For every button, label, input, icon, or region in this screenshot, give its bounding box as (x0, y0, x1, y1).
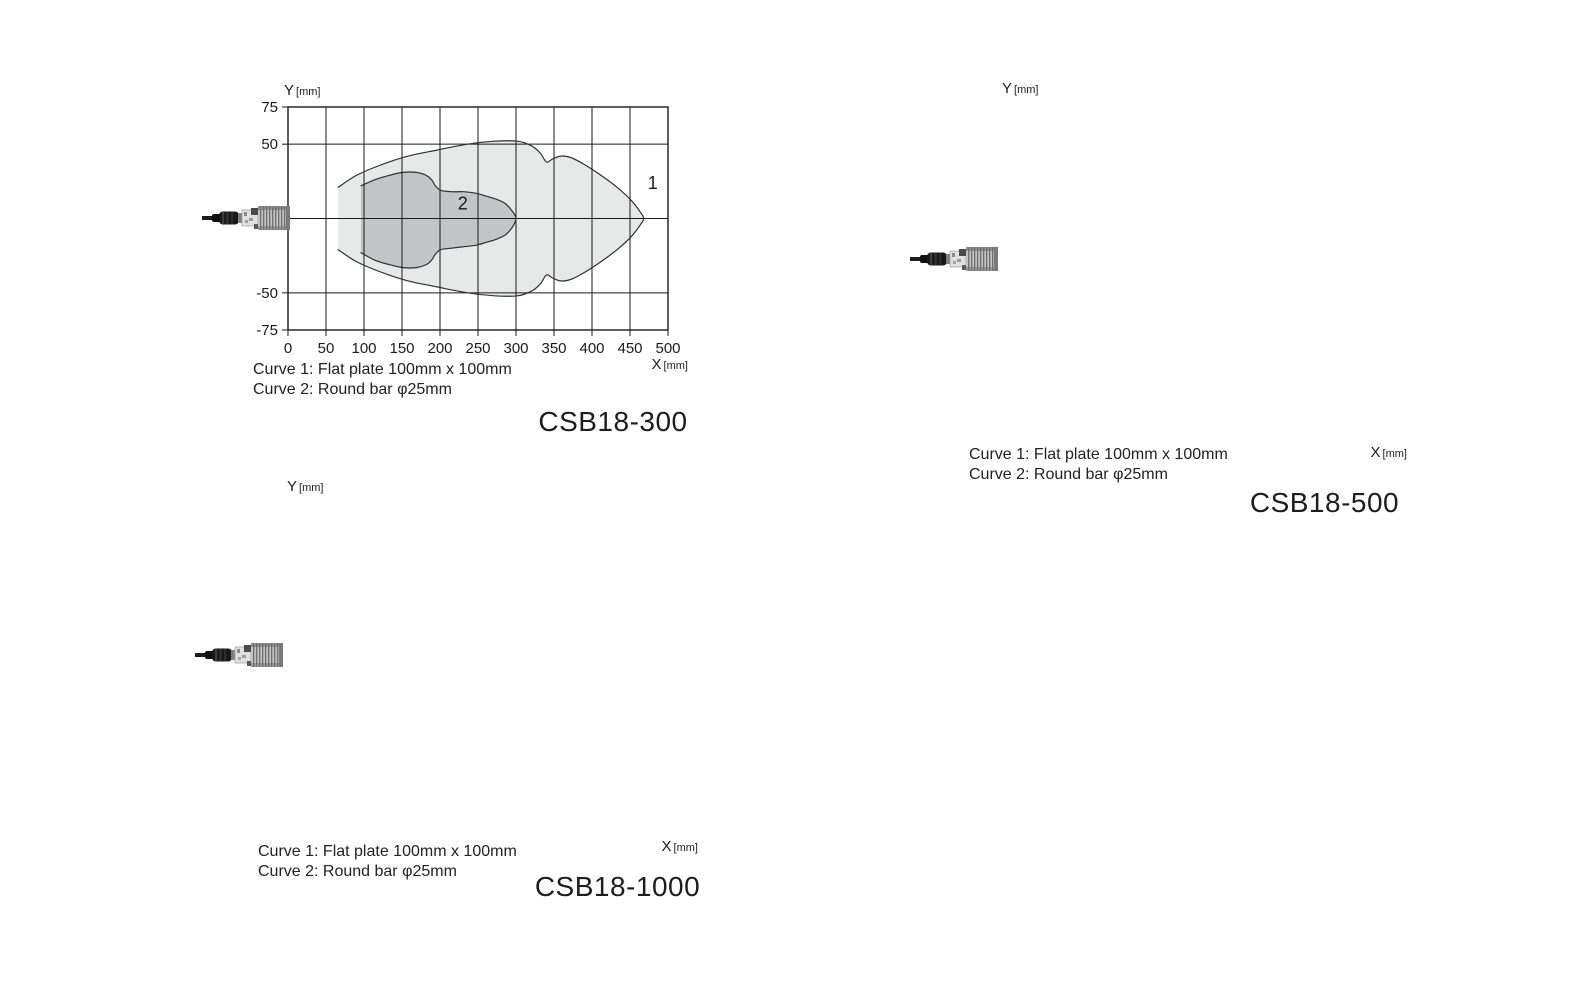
y-tick-label: -50 (256, 285, 278, 302)
curve-number-label: 2 (458, 194, 468, 214)
curve-legend: Curve 1: Flat plate 100mm x 100mm Curve … (969, 445, 1228, 485)
x-tick-label: 500 (655, 340, 680, 357)
x-tick-label: 150 (389, 340, 414, 357)
x-tick-label: 0 (284, 340, 292, 357)
y-axis-letter: Y (287, 478, 298, 495)
x-axis-unit: [mm] (673, 842, 698, 854)
x-axis-letter: X (651, 356, 662, 373)
x-axis-unit: [mm] (663, 360, 688, 372)
chart-title: CSB18-300 (538, 406, 688, 437)
curve-legend: Curve 1: Flat plate 100mm x 100mm Curve … (258, 842, 517, 882)
y-axis-title: Y [mm] (284, 82, 320, 99)
curve-2-round-bar-fill (361, 172, 516, 268)
sensor-icon (910, 246, 998, 272)
plot-area-csb18-300: 0 50 100 150 200 250 300 350 400 450 500 75 50 -50 -75… (256, 99, 680, 357)
y-axis-letter: Y (1002, 80, 1013, 97)
x-axis-title: X [mm] (578, 838, 698, 855)
legend-line-1: Curve 1: Flat plate 100mm x 100mm (258, 843, 517, 860)
x-axis-title: X [mm] (568, 356, 688, 373)
x-axis-title: X [mm] (1287, 444, 1407, 461)
x-axis-unit: [mm] (1382, 448, 1407, 460)
plot-area-csb18-500 (1000, 105, 1388, 413)
y-axis-unit: [mm] (1014, 84, 1039, 96)
y-tick-label: 50 (261, 136, 278, 153)
curve-number-label: 1 (648, 173, 658, 193)
y-axis-letter: Y (284, 82, 295, 99)
plot-area-csb18-1000 (283, 503, 668, 808)
y-tick-label: -75 (256, 322, 278, 339)
y-tick-label: 75 (261, 99, 278, 116)
x-tick-label: 100 (351, 340, 376, 357)
y-axis-title: Y [mm] (287, 478, 323, 495)
x-tick-label: 350 (541, 340, 566, 357)
legend-line-2: Curve 2: Round bar φ25mm (258, 863, 457, 880)
sensor-icon (195, 642, 283, 668)
chart-title: CSB18-500 (1249, 487, 1400, 518)
x-tick-label: 50 (318, 340, 335, 357)
x-tick-label: 200 (427, 340, 452, 357)
sensor-icon (202, 205, 290, 231)
x-tick-label: 450 (617, 340, 642, 357)
legend-line-1: Curve 1: Flat plate 100mm x 100mm (253, 361, 512, 378)
y-axis-unit: [mm] (296, 86, 321, 98)
legend-line-2: Curve 2: Round bar φ25mm (969, 466, 1168, 483)
y-axis-unit: [mm] (299, 482, 324, 494)
x-tick-label: 300 (503, 340, 528, 357)
legend-line-2: Curve 2: Round bar φ25mm (253, 381, 452, 398)
y-axis-title: Y [mm] (1002, 80, 1038, 97)
legend-line-1: Curve 1: Flat plate 100mm x 100mm (969, 446, 1228, 463)
x-axis-letter: X (661, 838, 672, 855)
x-tick-label: 250 (465, 340, 490, 357)
curve-1-flat-plate-outline (337, 140, 645, 297)
curve-2-round-bar-outline (360, 171, 517, 269)
x-tick-label: 400 (579, 340, 604, 357)
curve-legend: Curve 1: Flat plate 100mm x 100mm Curve … (253, 360, 512, 400)
x-axis-letter: X (1370, 444, 1381, 461)
chart-title: CSB18-1000 (534, 871, 701, 902)
